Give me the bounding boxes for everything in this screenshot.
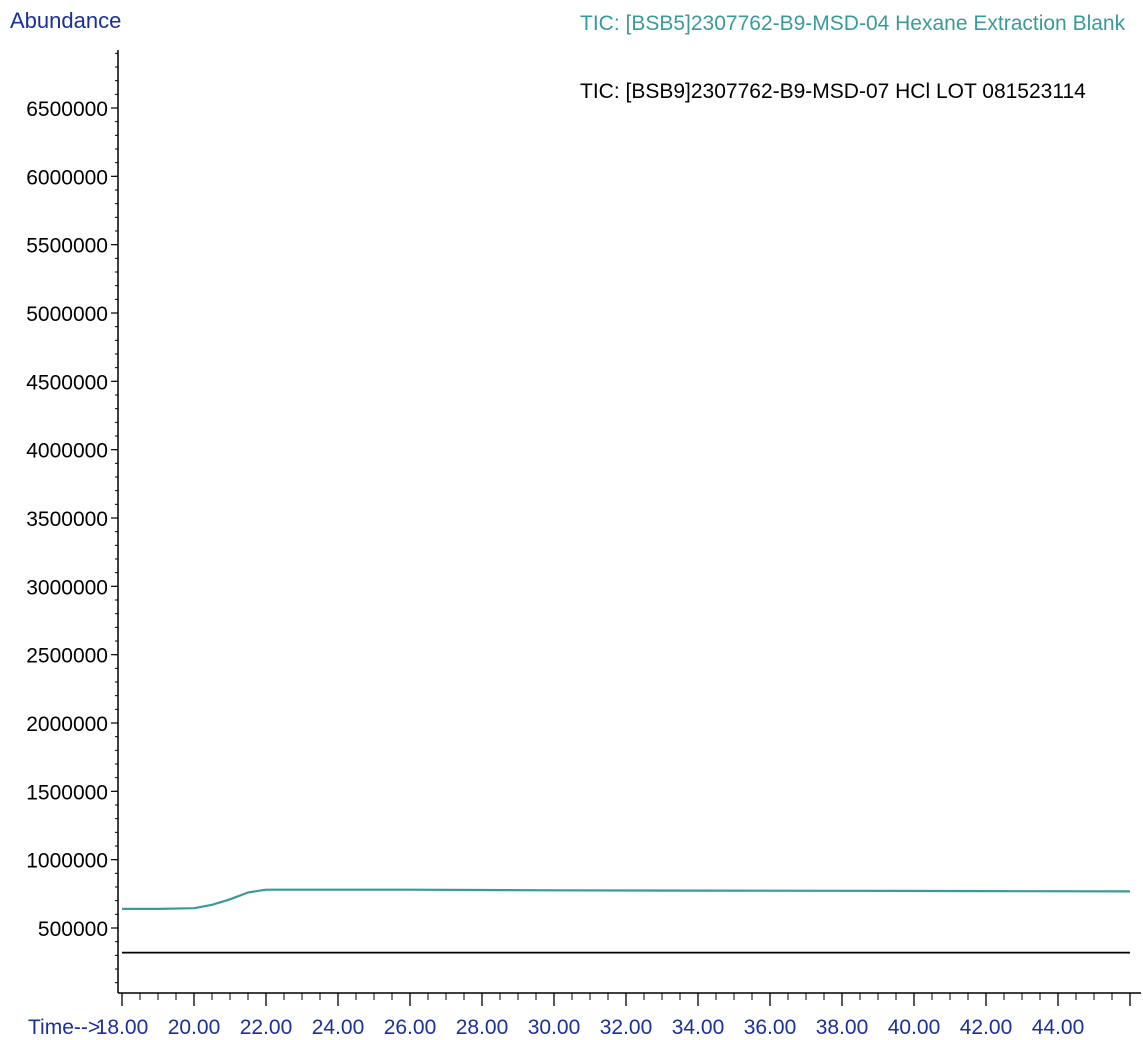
y-tick-label: 4000000: [26, 440, 108, 463]
y-tick-label: 1500000: [26, 781, 108, 804]
x-tick-label: 34.00: [672, 1016, 725, 1039]
x-tick-label: 32.00: [600, 1016, 653, 1039]
x-tick-label: 20.00: [168, 1016, 221, 1039]
x-tick-label: 42.00: [960, 1016, 1013, 1039]
x-tick-label: 38.00: [816, 1016, 869, 1039]
x-tick-label: 28.00: [456, 1016, 509, 1039]
series-layer: [122, 890, 1130, 953]
y-tick-label: 5500000: [26, 235, 108, 258]
x-tick-label: 36.00: [744, 1016, 797, 1039]
y-tick-label: 2500000: [26, 645, 108, 668]
x-axis-label: Time-->: [28, 1016, 100, 1039]
x-axis: 18.00 20.00 22.00 24.00 26.00 28.00 30.00 32.00…: [96, 993, 1141, 1039]
y-tick-label: 6000000: [26, 166, 108, 189]
y-tick-label: 4500000: [26, 371, 108, 394]
y-tick-label: 1000000: [26, 850, 108, 873]
x-tick-label: 18.00: [96, 1016, 149, 1039]
y-tick-label: 3000000: [26, 576, 108, 599]
y-tick-label: 5000000: [26, 303, 108, 326]
y-tick-label: 6500000: [26, 98, 108, 121]
x-tick-label: 22.00: [240, 1016, 293, 1039]
series-line-hexane-blank: [122, 890, 1130, 909]
legend-entry-hexane-blank: TIC: [BSB5]2307762-B9-MSD-04 Hexane Extr…: [580, 12, 1126, 35]
y-tick-label: 500000: [38, 918, 108, 941]
legend-entry-hcl-lot: TIC: [BSB9]2307762-B9-MSD-07 HCl LOT 081…: [580, 80, 1086, 103]
y-tick-label: 2000000: [26, 713, 108, 736]
y-axis: 500000 1000000 1500000 2000000 2500000 300000…: [26, 50, 118, 993]
x-tick-label: 30.00: [528, 1016, 581, 1039]
x-tick-label: 26.00: [384, 1016, 437, 1039]
x-tick-label: 24.00: [312, 1016, 365, 1039]
x-tick-label: 40.00: [888, 1016, 941, 1039]
y-tick-label: 3500000: [26, 508, 108, 531]
y-axis-label: Abundance: [10, 8, 121, 33]
x-tick-label: 44.00: [1032, 1016, 1085, 1039]
